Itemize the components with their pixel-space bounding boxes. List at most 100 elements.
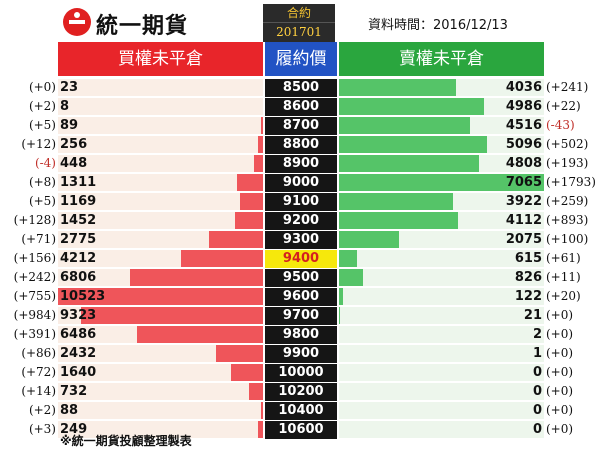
sell-oi-bar xyxy=(339,174,544,191)
buy-oi-value: 1169 xyxy=(60,194,97,209)
sell-bar-track xyxy=(339,269,544,286)
strike-price-label: 8500 xyxy=(265,78,337,97)
strike-price-label: 9200 xyxy=(265,211,337,230)
table-row: (+72) 1640 10000 0 (+0) xyxy=(0,363,600,382)
sell-oi-change: (+241) xyxy=(546,80,589,94)
buy-oi-bar xyxy=(261,402,263,419)
sell-column-header: 賣權未平倉 xyxy=(339,42,544,76)
strike-price-label: 8800 xyxy=(265,135,337,154)
brand-name: 統一期貨 xyxy=(96,14,189,39)
buy-oi-change: (+86) xyxy=(21,346,56,360)
sell-bar-track xyxy=(339,326,544,343)
sell-oi-change: (+259) xyxy=(546,194,589,208)
table-row: (+8) 1311 9000 7065 (+1793) xyxy=(0,173,600,192)
buy-bar-track xyxy=(58,212,263,229)
buy-oi-change: (+128) xyxy=(13,213,56,227)
sell-bar-track xyxy=(339,402,544,419)
sell-oi-value: 0 xyxy=(532,384,542,399)
contract-month: 201701 xyxy=(263,22,335,41)
footnote: ※統一期貨投顧整理製表 xyxy=(60,434,192,448)
sell-oi-change: (+61) xyxy=(546,251,581,265)
sell-oi-value: 21 xyxy=(523,308,542,323)
sell-bar-track xyxy=(339,250,544,267)
sell-oi-change: (+193) xyxy=(546,156,589,170)
buy-oi-value: 89 xyxy=(60,118,79,133)
sell-oi-value: 4808 xyxy=(505,156,542,171)
buy-oi-bar xyxy=(235,212,263,229)
strike-price-label: 9000 xyxy=(265,173,337,192)
sell-oi-value: 7065 xyxy=(505,175,542,190)
buy-oi-bar xyxy=(261,117,263,134)
buy-bar-track xyxy=(58,174,263,191)
buy-oi-bar xyxy=(231,364,263,381)
buy-oi-change: (+71) xyxy=(21,232,56,246)
table-row: (+242) 6806 9500 826 (+11) xyxy=(0,268,600,287)
buy-oi-value: 23 xyxy=(60,80,79,95)
buy-oi-bar xyxy=(254,155,263,172)
sell-oi-change: (+0) xyxy=(546,384,574,398)
sell-oi-change: (+0) xyxy=(546,308,574,322)
table-row: (+2) 8 8600 4986 (+22) xyxy=(0,97,600,116)
table-row: (+2) 88 10400 0 (+0) xyxy=(0,401,600,420)
buy-oi-bar xyxy=(216,345,263,362)
buy-oi-change: (+2) xyxy=(28,403,56,417)
buy-oi-change: (+984) xyxy=(13,308,56,322)
sell-oi-value: 4516 xyxy=(505,118,542,133)
table-row: (+12) 256 8800 5096 (+502) xyxy=(0,135,600,154)
sell-oi-value: 5096 xyxy=(505,137,542,152)
strike-price-label: 10600 xyxy=(265,420,337,439)
buy-bar-track xyxy=(58,421,263,438)
sell-oi-value: 826 xyxy=(514,270,542,285)
buy-oi-change: (+391) xyxy=(13,327,56,341)
buy-oi-value: 1640 xyxy=(60,365,97,380)
sell-oi-change: (+22) xyxy=(546,99,581,113)
sell-oi-change: (-43) xyxy=(546,118,575,132)
buy-oi-value: 2432 xyxy=(60,346,97,361)
buy-oi-change: (+8) xyxy=(28,175,56,189)
buy-oi-value: 88 xyxy=(60,403,79,418)
sell-bar-track xyxy=(339,288,544,305)
buy-oi-value: 4212 xyxy=(60,251,97,266)
buy-column-header: 買權未平倉 xyxy=(58,42,263,76)
buy-oi-bar xyxy=(237,174,263,191)
sell-oi-change: (+0) xyxy=(546,422,574,436)
buy-bar-track xyxy=(58,193,263,210)
strike-price-label: 10400 xyxy=(265,401,337,420)
buy-oi-change: (-4) xyxy=(34,156,56,170)
sell-oi-value: 615 xyxy=(514,251,542,266)
sell-oi-value: 0 xyxy=(532,422,542,437)
buy-oi-change: (+2) xyxy=(28,99,56,113)
sell-bar-track xyxy=(339,421,544,438)
strike-price-label: 8900 xyxy=(265,154,337,173)
table-row: (+156) 4212 9400 615 (+61) xyxy=(0,249,600,268)
table-row: (+0) 23 8500 4036 (+241) xyxy=(0,78,600,97)
strike-price-label: 10200 xyxy=(265,382,337,401)
contract-box: 合約 201701 xyxy=(263,4,335,42)
buy-oi-change: (+12) xyxy=(21,137,56,151)
strike-price-label: 10000 xyxy=(265,363,337,382)
sell-oi-value: 4986 xyxy=(505,99,542,114)
sell-oi-bar xyxy=(339,136,487,153)
sell-oi-value: 2 xyxy=(532,327,542,342)
sell-oi-bar xyxy=(339,288,343,305)
buy-oi-bar xyxy=(130,269,263,286)
buy-oi-bar xyxy=(258,136,263,153)
sell-oi-bar xyxy=(339,307,340,324)
buy-oi-bar xyxy=(137,326,263,343)
brand-logo-icon xyxy=(63,8,91,36)
table-row: (+71) 2775 9300 2075 (+100) xyxy=(0,230,600,249)
buy-oi-value: 448 xyxy=(60,156,88,171)
buy-bar-track xyxy=(58,136,263,153)
buy-oi-value: 8 xyxy=(60,99,70,114)
sell-oi-change: (+502) xyxy=(546,137,589,151)
table-row: (+391) 6486 9800 2 (+0) xyxy=(0,325,600,344)
buy-oi-bar xyxy=(81,307,263,324)
buy-oi-bar xyxy=(209,231,263,248)
strike-price-label: 9500 xyxy=(265,268,337,287)
sell-oi-change: (+0) xyxy=(546,403,574,417)
sell-oi-value: 3922 xyxy=(505,194,542,209)
buy-bar-track xyxy=(58,345,263,362)
strike-price-label: 9600 xyxy=(265,287,337,306)
buy-oi-value: 10523 xyxy=(60,289,106,304)
buy-oi-change: (+3) xyxy=(28,422,56,436)
